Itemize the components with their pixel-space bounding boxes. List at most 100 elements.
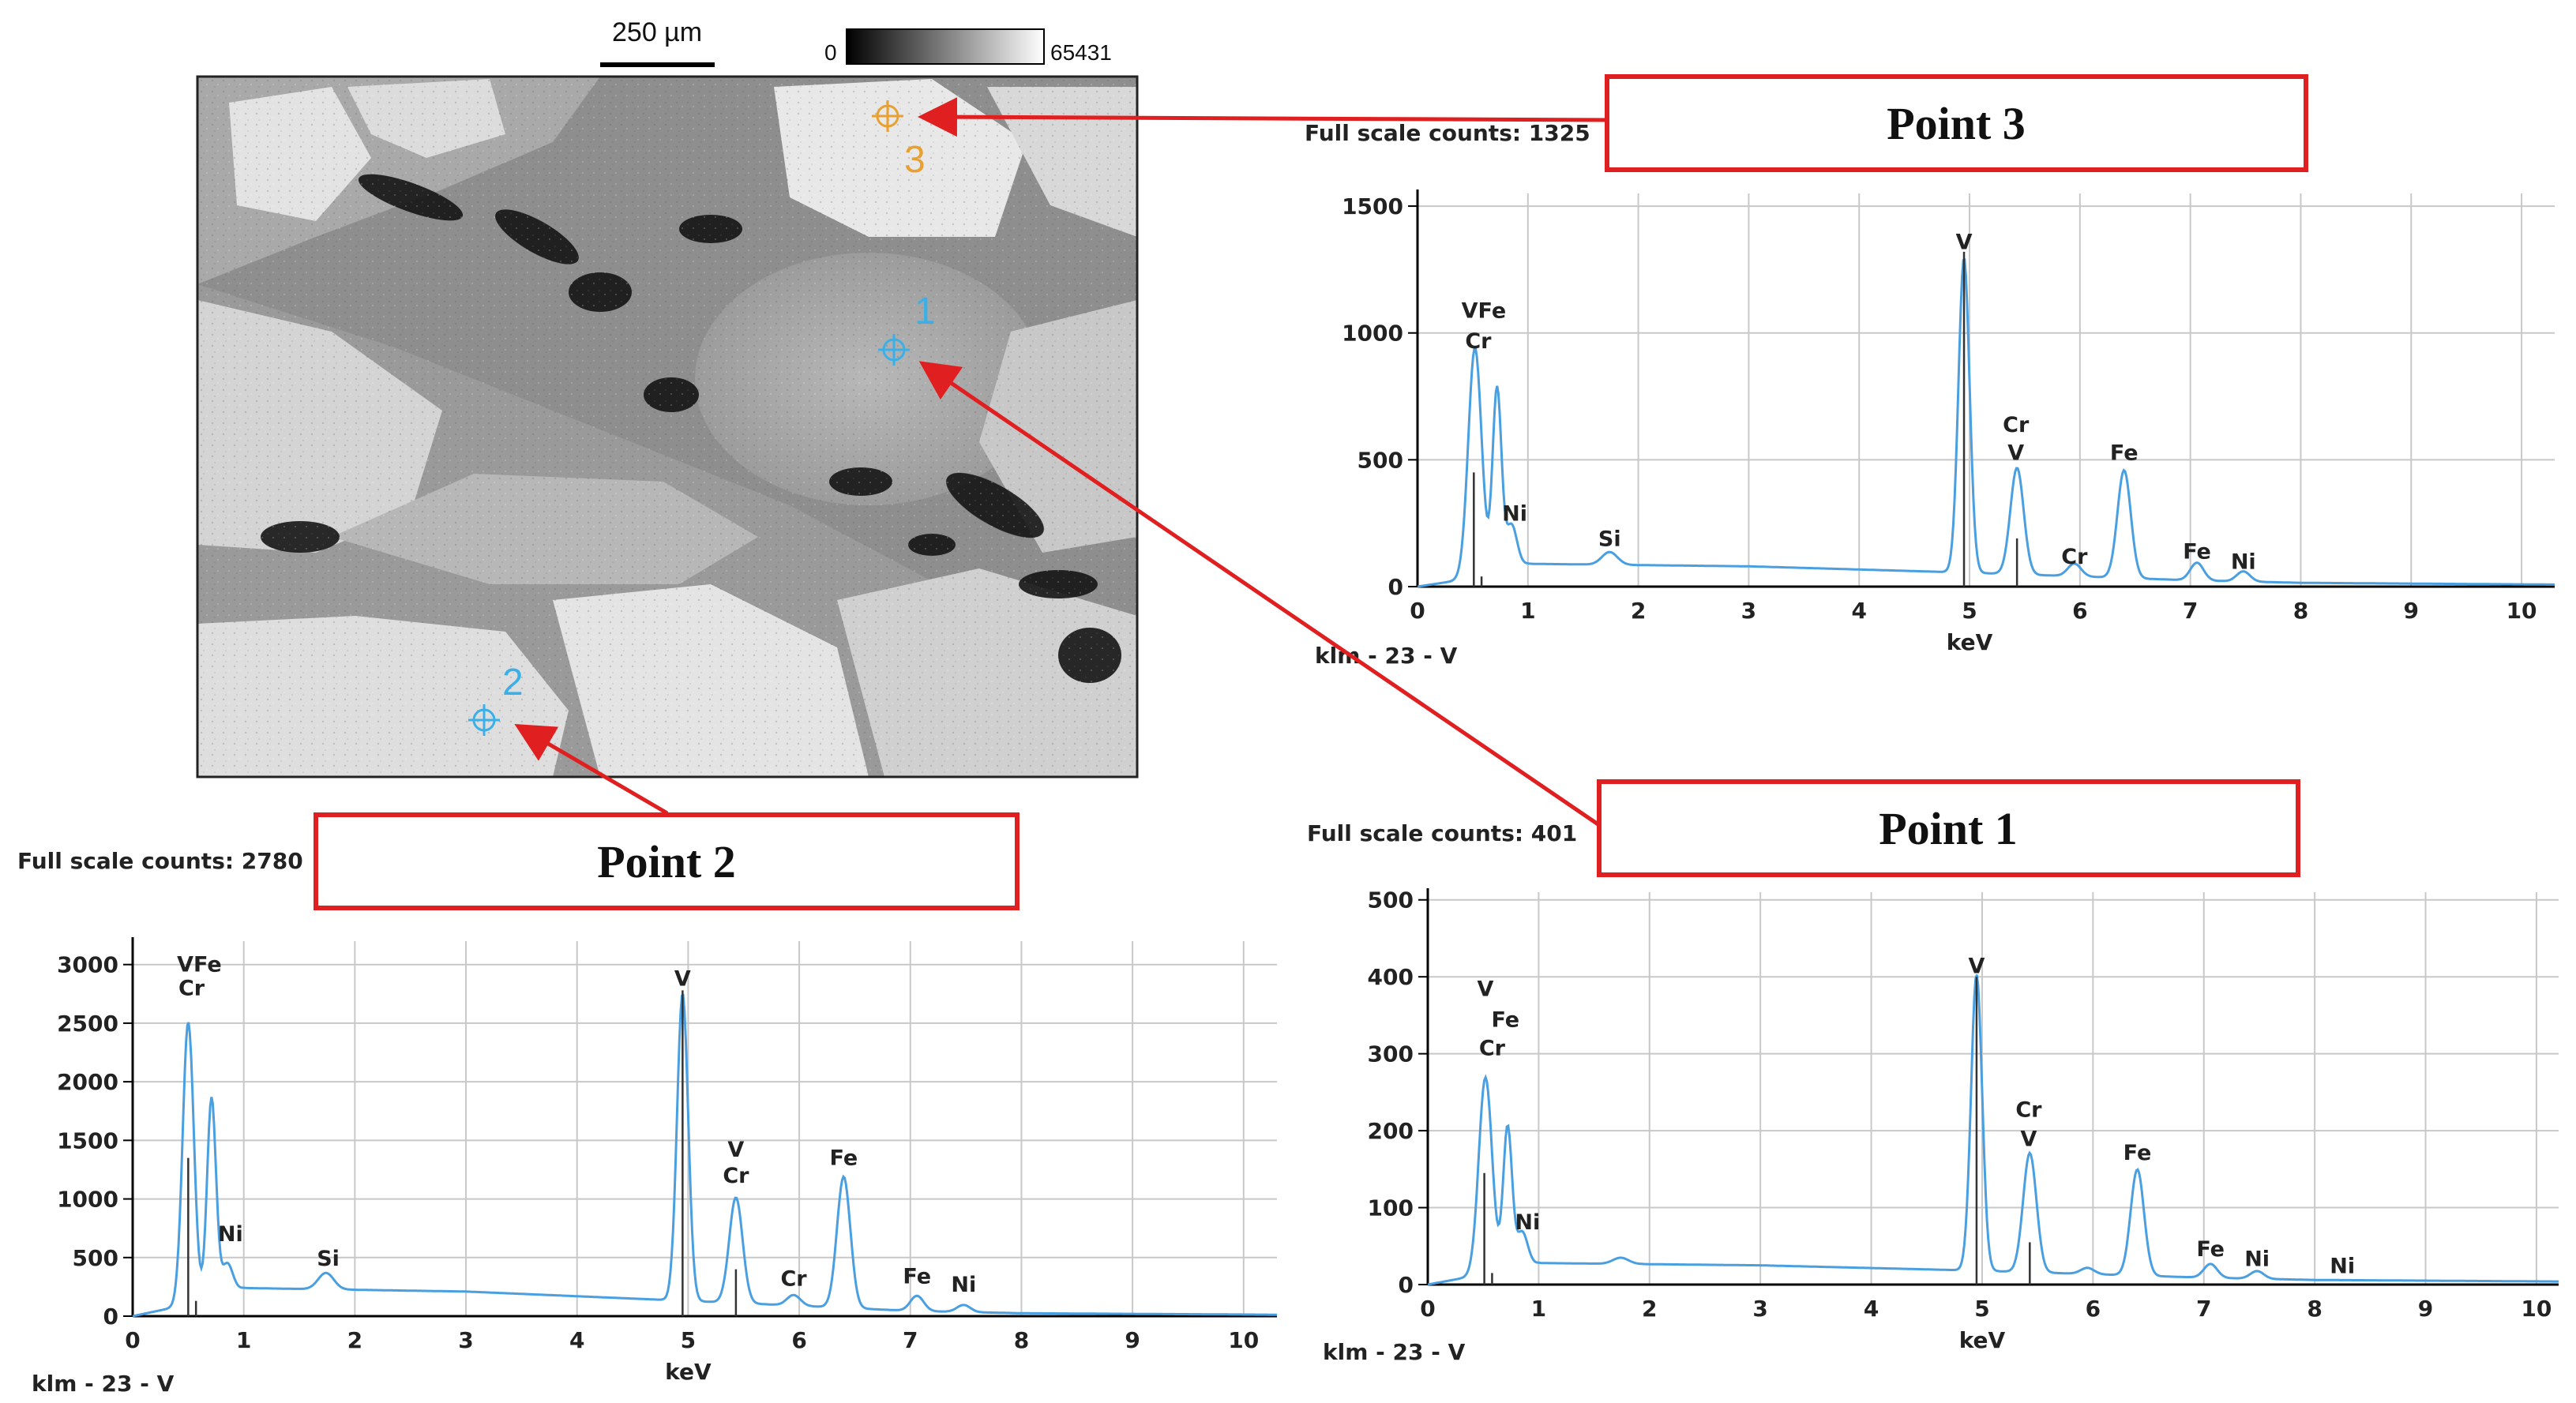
scale-bar: 250 µm (600, 17, 715, 67)
peak-label: V (2020, 1127, 2037, 1152)
peak-label: V (1956, 231, 1973, 255)
spectrum-footer-label: klm - 23 - V (1323, 1339, 1466, 1365)
peak-label: V (727, 1138, 744, 1162)
peak-label: V (674, 966, 691, 991)
peak-label: Fe (830, 1146, 858, 1171)
peak-label: Si (1598, 527, 1621, 552)
y-tick-label: 500 (73, 1245, 118, 1271)
peak-label: Fe (2183, 540, 2211, 565)
x-axis-label: keV (1959, 1327, 2006, 1353)
scale-bar-label: 250 µm (612, 17, 702, 47)
x-tick-label: 10 (2507, 598, 2537, 624)
x-tick-label: 5 (1962, 598, 1977, 624)
full-scale-counts: Full scale counts: 1325 (1305, 120, 1590, 146)
x-tick-label: 3 (1741, 598, 1756, 624)
peak-label: Cr (723, 1164, 749, 1188)
callout-point-3: Point 3 (918, 74, 2308, 172)
peak-label: Cr (1479, 1037, 1506, 1061)
y-tick-label: 500 (1368, 887, 1414, 913)
x-tick-label: 4 (569, 1327, 584, 1353)
peak-label: Ni (2231, 550, 2256, 575)
y-tick-label: 1000 (1342, 321, 1403, 347)
y-tick-label: 1500 (57, 1127, 118, 1154)
y-tick-label: 500 (1357, 447, 1403, 473)
marker-point-2[interactable]: 2 (468, 662, 524, 736)
x-tick-label: 6 (2072, 598, 2087, 624)
spectrum-line (1427, 974, 2559, 1286)
x-tick-label: 0 (125, 1327, 140, 1353)
callout-point-1-label: Point 1 (1879, 803, 2018, 854)
peak-label: Fe (2124, 1141, 2152, 1165)
x-tick-label: 8 (2293, 598, 2308, 624)
x-tick-label: 7 (2196, 1296, 2211, 1322)
x-tick-label: 6 (791, 1327, 806, 1353)
y-tick-label: 300 (1368, 1041, 1414, 1067)
marker-number-3: 3 (904, 139, 926, 181)
x-tick-label: 9 (2404, 598, 2419, 624)
x-tick-label: 1 (1520, 598, 1535, 624)
full-scale-counts: Full scale counts: 401 (1307, 820, 1577, 846)
sem-micrograph: 3 1 2 (196, 75, 1139, 778)
full-scale-counts: Full scale counts: 2780 (17, 848, 303, 874)
x-tick-label: 1 (236, 1327, 251, 1353)
x-tick-label: 5 (681, 1327, 696, 1353)
y-tick-label: 100 (1368, 1195, 1414, 1221)
x-tick-label: 9 (1125, 1327, 1140, 1353)
x-tick-label: 6 (2086, 1296, 2101, 1322)
spectrum-footer-label: klm - 23 - V (32, 1371, 175, 1397)
marker-point-3[interactable]: 3 (872, 100, 926, 181)
y-tick-label: 3000 (57, 952, 118, 978)
peak-label: Ni (2330, 1254, 2355, 1278)
color-scale-bar: 0 65431 (824, 28, 1112, 65)
colorbar-max-label: 65431 (1050, 40, 1112, 65)
x-tick-label: 4 (1864, 1296, 1879, 1322)
colorbar-min-label: 0 (824, 40, 837, 65)
x-tick-label: 5 (1974, 1296, 1989, 1322)
spectrum-line (1417, 258, 2555, 588)
callout-point-2: Point 2 (314, 723, 1020, 910)
x-tick-label: 7 (2183, 598, 2198, 624)
x-axis-label: keV (1947, 629, 1993, 655)
peak-label: Fe (2110, 441, 2139, 465)
y-tick-label: 400 (1368, 964, 1414, 990)
peak-label: V (1968, 954, 1985, 978)
x-tick-label: 0 (1420, 1296, 1435, 1322)
peak-label: V (2007, 441, 2024, 465)
x-tick-label: 9 (2418, 1296, 2433, 1322)
x-tick-label: 8 (1014, 1327, 1029, 1353)
y-tick-label: 0 (103, 1304, 118, 1330)
peak-label: Ni (1502, 501, 1527, 526)
y-tick-label: 2500 (57, 1011, 118, 1037)
x-tick-label: 2 (347, 1327, 362, 1353)
x-tick-label: 8 (2307, 1296, 2322, 1322)
peak-label: Cr (1465, 329, 1492, 354)
callout-point-1: Point 1 (918, 361, 2300, 877)
x-tick-label: 3 (458, 1327, 473, 1353)
peak-label: Ni (2244, 1247, 2270, 1272)
peak-label: VFe (177, 953, 222, 977)
x-tick-label: 10 (1228, 1327, 1259, 1353)
x-tick-label: 4 (1851, 598, 1866, 624)
peak-label: Ni (951, 1273, 976, 1297)
peak-label: Cr (2003, 413, 2030, 437)
peak-label: V (1478, 977, 1494, 1002)
x-tick-label: 7 (903, 1327, 918, 1353)
peak-label: Fe (1491, 1008, 1519, 1033)
x-tick-label: 0 (1410, 598, 1425, 624)
peak-label: Si (317, 1247, 340, 1271)
x-tick-label: 10 (2521, 1296, 2552, 1322)
x-tick-label: 1 (1531, 1296, 1546, 1322)
y-tick-label: 0 (1388, 574, 1403, 600)
peak-label: Cr (2015, 1098, 2042, 1123)
peak-label: Fe (2196, 1237, 2225, 1262)
x-tick-label: 3 (1752, 1296, 1767, 1322)
peak-label: VFe (1462, 298, 1507, 323)
peak-label: Ni (1515, 1210, 1540, 1235)
marker-point-1[interactable]: 1 (878, 291, 936, 366)
y-tick-label: 1000 (57, 1187, 118, 1213)
peak-label: Ni (218, 1222, 243, 1247)
marker-number-2: 2 (502, 662, 524, 703)
peak-label: Cr (178, 976, 205, 1000)
